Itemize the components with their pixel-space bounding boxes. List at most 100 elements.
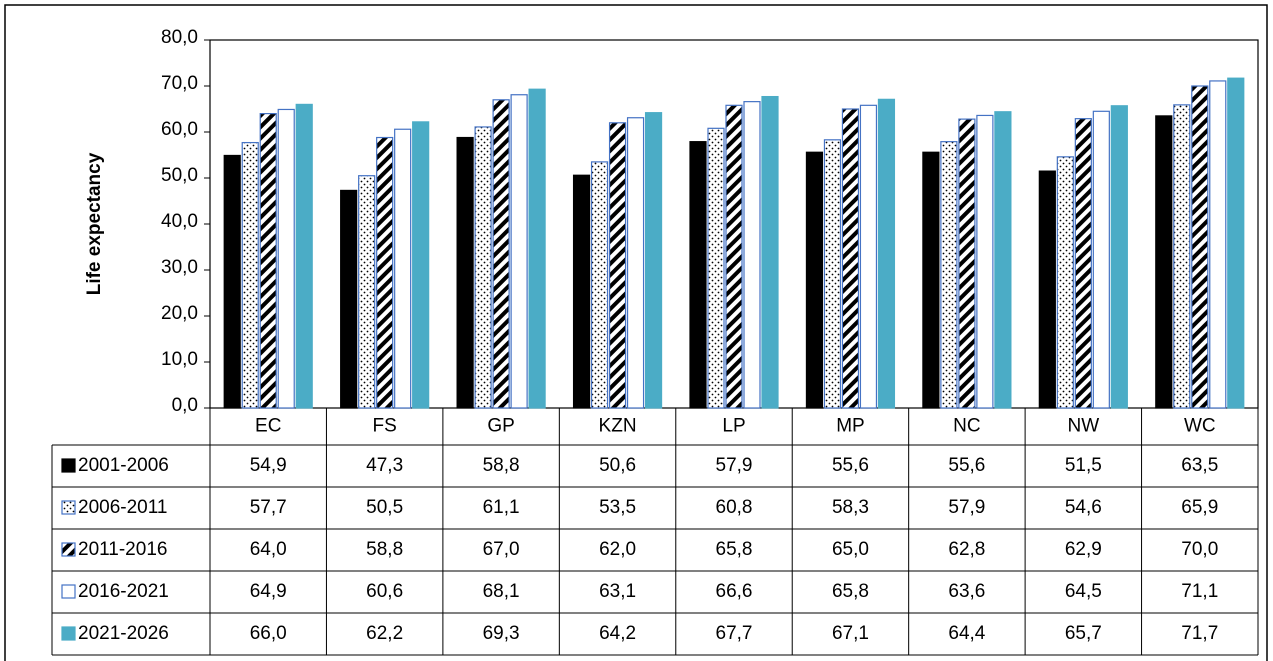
y-axis-title: Life expectancy [84,152,105,295]
legend-label: 2016-2021 [78,581,169,602]
bar [1173,104,1191,409]
bar [841,108,860,409]
bar [1092,110,1110,409]
table-value: 64,9 [250,581,287,602]
bar [877,98,896,409]
bar [1209,80,1227,409]
table-value: 63,6 [948,581,985,602]
legend-marker [61,458,76,473]
table-value: 69,3 [483,623,520,644]
table-value: 60,6 [366,581,403,602]
bar [922,151,940,409]
legend-label: 2006-2011 [78,497,167,518]
table-value: 53,5 [599,497,636,518]
bar [1038,170,1056,409]
chart-frame [4,4,1268,661]
bar [474,126,492,409]
bar [823,139,842,409]
y-tick-label: 30,0 [161,257,198,278]
bar [376,136,394,409]
x-tick-label: MP [836,416,865,437]
table-value: 62,0 [599,539,636,560]
bar [958,118,976,409]
x-tick-label: LP [722,416,745,437]
table-value: 62,2 [366,623,403,644]
table-value: 62,8 [948,539,985,560]
legend-marker [61,500,76,515]
table-value: 65,0 [832,539,869,560]
table-value: 50,6 [599,455,636,476]
bar [492,99,510,409]
table-value: 67,0 [483,539,520,560]
table-value: 54,6 [1065,497,1102,518]
table-value: 57,9 [716,455,753,476]
x-tick-label: GP [487,416,514,437]
table-value: 65,7 [1065,623,1102,644]
y-tick-label: 50,0 [161,165,198,186]
table-value: 58,8 [483,455,520,476]
table-value: 65,8 [716,539,753,560]
bar [1110,105,1128,409]
table-value: 65,8 [832,581,869,602]
table-value: 61,1 [483,497,520,518]
bar [1227,77,1245,409]
table-value: 57,9 [948,497,985,518]
x-tick-label: FS [373,416,397,437]
bar [259,112,277,409]
table-value: 47,3 [366,455,403,476]
table-value: 65,9 [1181,497,1218,518]
table-value: 64,5 [1065,581,1102,602]
table-value: 50,5 [366,497,403,518]
table-value: 57,7 [250,497,287,518]
bar [412,121,430,409]
x-tick-label: NW [1068,416,1100,437]
bar [689,141,707,409]
y-tick-label: 0,0 [172,395,198,416]
y-tick-label: 20,0 [161,303,198,324]
table-value: 70,0 [1181,539,1218,560]
bar [725,104,743,409]
table-value: 62,9 [1065,539,1102,560]
y-tick-label: 60,0 [161,119,198,140]
bar [707,127,725,409]
bar [1191,85,1209,409]
bar [761,95,779,409]
table-value: 63,1 [599,581,636,602]
table-value: 66,0 [250,623,287,644]
bar [510,94,528,409]
bar [805,151,824,409]
table-value: 55,6 [948,455,985,476]
bar [277,108,295,409]
table-value: 58,8 [366,539,403,560]
y-tick-label: 10,0 [161,349,198,370]
table-value: 60,8 [716,497,753,518]
bar [572,174,591,409]
table-value: 64,0 [250,539,287,560]
legend-label: 2001-2006 [78,455,169,476]
table-value: 54,9 [250,455,287,476]
bar [394,128,412,409]
table-value: 63,5 [1181,455,1218,476]
bar [1074,118,1092,409]
x-tick-label: KZN [599,416,637,437]
y-tick-label: 70,0 [161,73,198,94]
bar [590,161,609,409]
bar [859,104,878,409]
x-tick-label: WC [1184,416,1216,437]
legend-marker [61,584,76,599]
table-value: 51,5 [1065,455,1102,476]
bar [1155,115,1173,409]
table-value: 71,1 [1181,581,1218,602]
table-value: 67,7 [716,623,753,644]
bar [626,117,645,409]
legend-marker [61,542,76,557]
bar [241,141,259,409]
bar [994,111,1012,409]
bar [976,114,994,409]
bar [340,189,358,409]
bar [743,101,761,409]
bar [295,103,313,409]
legend-marker [61,626,76,641]
bar [223,154,241,409]
